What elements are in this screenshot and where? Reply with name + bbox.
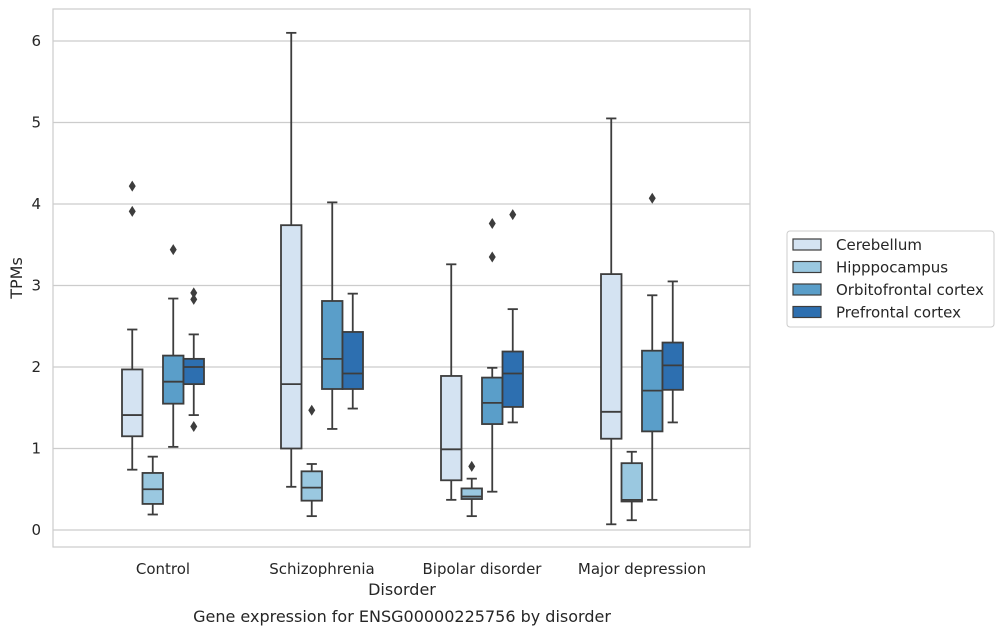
box-cerebellum xyxy=(440,263,463,501)
box-layer xyxy=(121,31,684,526)
outlier-point xyxy=(488,251,496,263)
box-body xyxy=(481,376,504,425)
box-body xyxy=(280,224,303,450)
box-cerebellum xyxy=(280,31,303,488)
box-cerebellum xyxy=(121,180,144,471)
outlier-point xyxy=(190,420,198,432)
box-orbitofrontal-cortex xyxy=(321,201,344,430)
box-body xyxy=(620,462,643,503)
box-body xyxy=(182,357,205,386)
legend-swatch xyxy=(792,305,822,319)
x-tick-label: Control xyxy=(136,560,190,578)
y-tick-label: 6 xyxy=(31,32,41,50)
box-body xyxy=(162,354,185,405)
outlier-point xyxy=(128,180,136,192)
legend-items: Cerebellum Hipppocampus Orbitofrontal cort… xyxy=(792,236,984,322)
legend-label: Orbitofrontal cortex xyxy=(836,281,984,299)
outlier-point xyxy=(308,404,316,416)
outlier-point xyxy=(169,244,177,256)
box-orbitofrontal-cortex xyxy=(641,192,664,501)
box-prefrontal-cortex xyxy=(182,287,205,432)
legend-swatch xyxy=(792,260,822,274)
outlier-point xyxy=(190,287,198,299)
box-body xyxy=(341,331,364,390)
box-prefrontal-cortex xyxy=(341,292,364,410)
x-axis-label: Disorder xyxy=(368,580,436,599)
legend-label: Hipppocampus xyxy=(836,259,948,277)
x-tick-label: Schizophrenia xyxy=(269,560,374,578)
chart-caption: Gene expression for ENSG00000225756 by d… xyxy=(193,607,611,626)
outlier-point xyxy=(128,205,136,217)
box-hipppocampus xyxy=(460,460,483,518)
box-body xyxy=(440,375,463,482)
legend-swatch xyxy=(792,283,822,296)
box-body xyxy=(600,273,623,440)
legend-label: Cerebellum xyxy=(836,236,922,254)
box-prefrontal-cortex xyxy=(501,209,524,424)
outlier-point xyxy=(488,218,496,230)
plot-frame xyxy=(52,8,751,548)
box-body xyxy=(460,487,483,500)
box-orbitofrontal-cortex xyxy=(481,218,504,493)
y-tick-label: 5 xyxy=(31,114,41,132)
box-body xyxy=(300,470,323,502)
outlier-point xyxy=(648,192,656,204)
box-cerebellum xyxy=(600,117,623,526)
legend: Cerebellum Hipppocampus Orbitofrontal cort… xyxy=(786,230,995,328)
legend-frame xyxy=(786,230,995,328)
box-hipppocampus xyxy=(300,404,323,518)
x-tick-label: Bipolar disorder xyxy=(423,560,543,578)
y-tick-label: 3 xyxy=(31,277,41,295)
y-axis-label: TPMs xyxy=(7,257,26,300)
y-tick-label: 4 xyxy=(31,195,41,213)
y-tick-label: 2 xyxy=(31,358,41,376)
outlier-point xyxy=(190,293,198,305)
box-prefrontal-cortex xyxy=(661,280,684,424)
box-hipppocampus xyxy=(620,450,643,522)
outlier-point xyxy=(509,209,517,221)
legend-swatch xyxy=(792,238,822,251)
box-hipppocampus xyxy=(141,455,164,516)
x-tick-label: Major depression xyxy=(578,560,706,578)
box-body xyxy=(321,300,344,390)
box-body xyxy=(121,368,144,438)
outlier-point xyxy=(468,460,476,472)
box-body xyxy=(501,350,524,408)
y-tick-labels: 0 1 2 3 4 5 6 xyxy=(31,32,41,539)
box-orbitofrontal-cortex xyxy=(162,244,185,448)
legend-label: Prefrontal cortex xyxy=(836,304,961,322)
y-tick-label: 1 xyxy=(31,440,41,458)
x-tick-labels: Control Schizophrenia Bipolar disorder Majo… xyxy=(136,560,706,578)
y-tick-label: 0 xyxy=(31,521,41,539)
